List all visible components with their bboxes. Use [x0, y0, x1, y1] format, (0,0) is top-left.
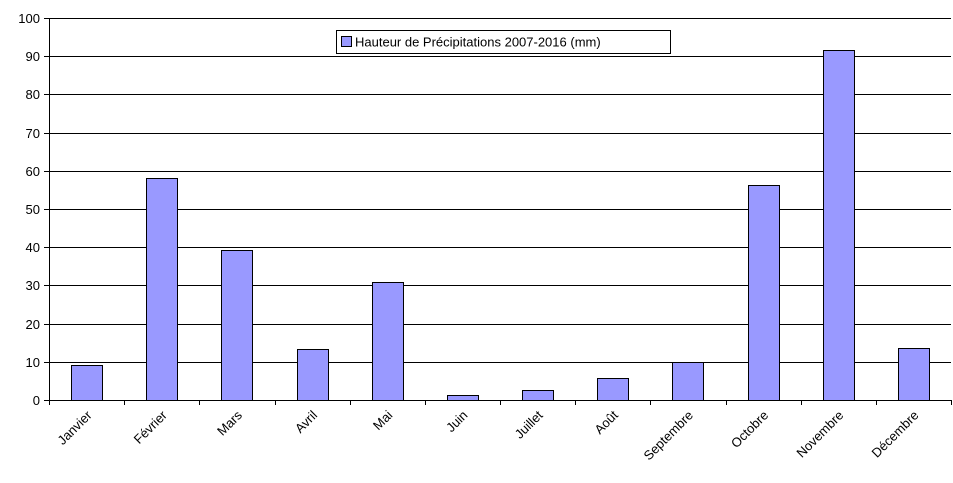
y-tick-label: 40	[26, 240, 40, 255]
bar-octobre	[748, 185, 780, 401]
x-tick-label: Mars	[214, 407, 245, 438]
x-tick-label: Avril	[292, 407, 320, 435]
y-tick-label: 20	[26, 317, 40, 332]
bar-juin	[447, 395, 479, 401]
legend-swatch	[341, 36, 352, 47]
y-tick-label: 30	[26, 278, 40, 293]
x-tick-label: Juillet	[512, 407, 546, 441]
bar-juillet	[522, 390, 554, 401]
y-tick-label: 10	[26, 355, 40, 370]
bar-novembre	[823, 50, 855, 401]
y-tick-label: 50	[26, 202, 40, 217]
bar-septembre	[672, 362, 704, 401]
gridlines	[44, 18, 952, 405]
x-tick-label: Juin	[443, 408, 470, 435]
bar-mai	[372, 282, 404, 401]
x-tick-label: Novembre	[793, 408, 846, 461]
x-tick-labels: Janvier Février Mars Avril Mai Juin Juillet Aoû…	[54, 407, 921, 463]
legend-box	[336, 30, 671, 54]
bar-janvier	[71, 365, 103, 401]
bar-août	[597, 378, 629, 401]
x-tick-label: Septembre	[640, 408, 696, 464]
legend-label: Hauteur de Précipitations 2007-2016 (mm)	[355, 35, 601, 50]
x-tick-label: Octobre	[728, 408, 771, 451]
y-tick-label: 90	[26, 49, 40, 64]
x-tick-label: Février	[131, 407, 171, 447]
x-tick-label: Décembre	[869, 408, 922, 461]
y-tick-label: 60	[26, 164, 40, 179]
y-tick-label: 0	[33, 393, 40, 408]
bar-février	[146, 178, 178, 401]
y-tick-label: 80	[26, 87, 40, 102]
y-tick-label: 100	[18, 11, 40, 26]
bar-avril	[297, 349, 329, 401]
y-tick-label: 70	[26, 126, 40, 141]
y-tick-labels: 0 10 20 30 40 50 60 70 80 90 100	[18, 11, 40, 408]
x-tick-label: Mai	[370, 407, 395, 432]
bar-décembre	[898, 348, 930, 401]
x-tick-label: Août	[591, 407, 621, 437]
axes	[49, 18, 951, 401]
bars	[71, 50, 930, 401]
legend: Hauteur de Précipitations 2007-2016 (mm)	[336, 30, 671, 54]
bar-mars	[221, 250, 253, 401]
x-tick-label: Janvier	[54, 407, 95, 448]
